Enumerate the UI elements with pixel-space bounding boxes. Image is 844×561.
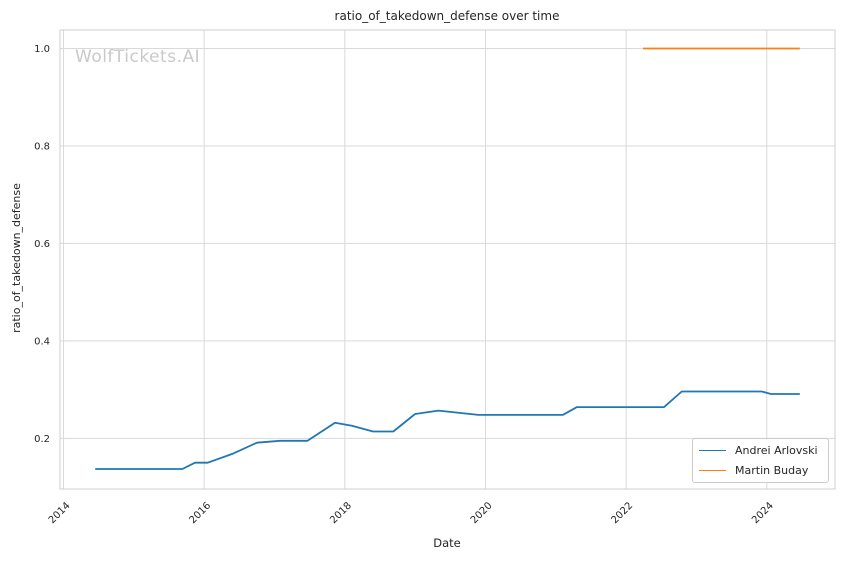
y-tick-label: 0.6 [34, 239, 50, 250]
legend-label: Andrei Arlovski [735, 444, 818, 457]
legend-item: Andrei Arlovski [699, 442, 822, 459]
y-tick-label: 0.2 [34, 434, 50, 445]
series-line-andrei-arlovski [95, 390, 800, 470]
legend-label: Martin Buday [735, 464, 809, 477]
plot-area [60, 30, 835, 489]
legend: Andrei Arlovski Martin Buday [692, 438, 829, 483]
x-tick-label: 2020 [469, 500, 495, 526]
y-tick-label: 0.8 [34, 141, 50, 152]
y-tick-label: 1.0 [34, 44, 50, 55]
x-tick-label: 2016 [188, 500, 214, 526]
x-tick-label: 2024 [750, 500, 776, 526]
plot-border [59, 29, 836, 490]
x-tick-label: 2018 [328, 500, 354, 526]
x-tick-label: 2022 [609, 500, 635, 526]
legend-line-sample-icon [699, 450, 726, 451]
chart-title: ratio_of_takedown_defense over time [334, 9, 560, 23]
legend-item: Martin Buday [699, 462, 822, 479]
x-tick-label: 2014 [47, 500, 73, 526]
y-tick-label: 0.4 [34, 336, 50, 347]
legend-line-sample-icon [699, 470, 726, 471]
watermark-text: WolfTickets.AI [75, 47, 201, 67]
x-axis-label: Date [433, 536, 461, 550]
y-axis-label: ratio_of_takedown_defense [10, 183, 23, 333]
